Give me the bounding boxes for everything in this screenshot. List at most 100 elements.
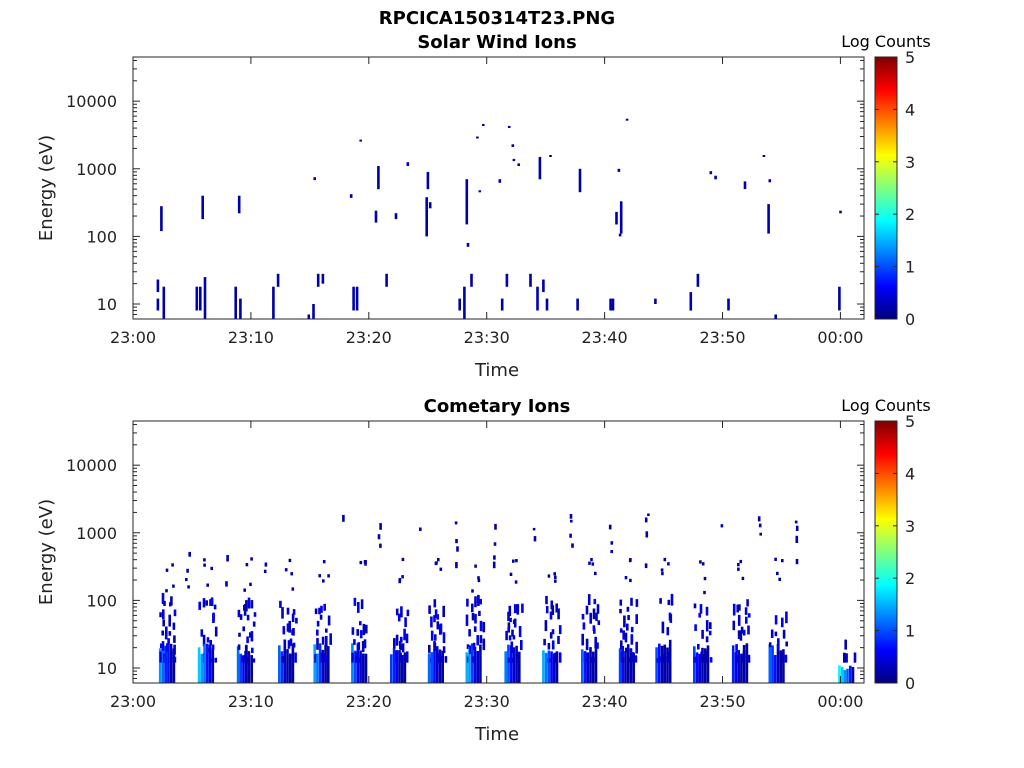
spectrogram-cell (512, 158, 516, 162)
spectrogram-cell (747, 654, 751, 663)
spectrogram-cell (509, 617, 512, 623)
x-tick-label: 23:00 (110, 328, 156, 347)
spectrogram-cell (173, 644, 176, 655)
spectrogram-cell (198, 601, 201, 610)
spectrogram-cell (203, 558, 206, 562)
spectrogram-cell (630, 626, 634, 633)
colorbar-tick-label: 2 (905, 569, 915, 588)
spectrogram-cell (617, 168, 621, 172)
spectrogram-cell (629, 558, 632, 562)
y-tick-label: 1000 (76, 524, 117, 543)
spectrogram-cell (735, 644, 738, 653)
spectrogram-cell (740, 626, 744, 634)
spectrogram-cell (395, 634, 399, 646)
spectrogram-cell (225, 581, 228, 587)
spectrogram-cell (355, 286, 359, 311)
spectrogram-cell (172, 622, 176, 630)
spectrogram-cell (505, 273, 509, 287)
spectrogram-cell (533, 536, 537, 542)
colorbar-tick-label: 3 (905, 153, 915, 172)
solar-wind-ylabel: Energy (eV) (36, 135, 57, 241)
spectrogram-cell (167, 638, 170, 645)
spectrogram-cell (706, 645, 710, 683)
spectrogram-cell (509, 645, 513, 683)
spectrogram-cell (312, 304, 315, 319)
spectrogram-cell (777, 638, 780, 650)
spectrogram-cell (211, 644, 215, 650)
spectrogram-cell (442, 632, 446, 644)
spectrogram-cell (741, 576, 745, 581)
spectrogram-cell (474, 564, 477, 568)
spectrogram-cell (405, 633, 409, 644)
spectrogram-cell (479, 620, 483, 632)
spectrogram-cell (578, 168, 582, 193)
spectrogram-cell (286, 649, 289, 683)
spectrogram-cell (477, 578, 481, 583)
spectrogram-cell (720, 524, 724, 528)
spectrogram-cell (239, 614, 243, 620)
spectrogram-cell (276, 273, 280, 287)
spectrogram-cell (549, 155, 552, 157)
spectrogram-cell (554, 657, 557, 663)
spectrogram-cell (635, 599, 639, 607)
spectrogram-cell (590, 558, 593, 562)
spectrogram-cell (405, 651, 409, 663)
spectrogram-cell (473, 646, 477, 683)
spectrogram-cell (630, 597, 633, 606)
spectrogram-cell (466, 598, 469, 607)
spectrogram-cell (693, 656, 697, 663)
spectrogram-cell (169, 643, 173, 683)
spectrogram-cell (245, 563, 249, 567)
spectrogram-cell (357, 642, 361, 651)
spectrogram-cell (644, 517, 648, 523)
spectrogram-cell (784, 654, 788, 663)
spectrogram-cell (359, 630, 363, 639)
spectrogram-cell (477, 576, 480, 580)
spectrogram-cell (210, 566, 213, 571)
spectrogram-cell (161, 641, 165, 651)
spectrogram-cell (245, 600, 248, 612)
spectrogram-cell (442, 646, 446, 654)
colorbar-tick-label: 2 (905, 205, 915, 224)
spectrogram-cell (767, 204, 770, 234)
spectrogram-cell (436, 653, 440, 663)
spectrogram-cell (168, 614, 171, 627)
cometary-xlabel: Time (474, 724, 519, 745)
spectrogram-cell (625, 118, 629, 121)
spectrogram-cell (515, 645, 518, 683)
spectrogram-cell (737, 563, 740, 567)
spectrogram-cell (436, 621, 440, 630)
spectrogram-cell (435, 646, 439, 683)
spectrogram-cell (213, 604, 217, 610)
spectrogram-cell (214, 626, 218, 637)
spectrogram-cell (659, 656, 662, 663)
spectrogram-cell (186, 568, 189, 573)
spectrogram-cell (161, 630, 164, 636)
spectrogram-cell (545, 606, 549, 614)
spectrogram-cell (353, 650, 357, 683)
spectrogram-cell (364, 562, 367, 566)
spectrogram-cell (693, 603, 697, 609)
spectrogram-cell (288, 558, 292, 563)
spectrogram-cell (195, 286, 199, 311)
spectrogram-cell (170, 596, 173, 606)
spectrogram-cell (209, 640, 212, 646)
spectrogram-cell (212, 612, 215, 621)
spectrogram-cell (736, 604, 739, 613)
spectrogram-cell (555, 651, 559, 683)
spectrogram-cell (794, 520, 798, 524)
spectrogram-cell (392, 647, 396, 683)
spectrogram-cell (670, 593, 674, 606)
spectrogram-cell (471, 603, 474, 613)
spectrogram-cell (626, 623, 629, 631)
spectrogram-cell (162, 619, 165, 627)
spectrogram-cell (463, 286, 466, 319)
spectrogram-cell (610, 541, 614, 545)
spectrogram-cell (703, 590, 706, 595)
spectrogram-cell (428, 605, 431, 614)
solar-wind-panel: Solar Wind Ions 23:00 23:10 23:20 23:30 23:4… (36, 32, 931, 381)
figure-title: RPCICA150314T23.PNG (379, 8, 615, 29)
spectrogram-cell (581, 649, 584, 683)
spectrogram-cell (621, 646, 625, 683)
spectrogram-cell (549, 632, 553, 639)
